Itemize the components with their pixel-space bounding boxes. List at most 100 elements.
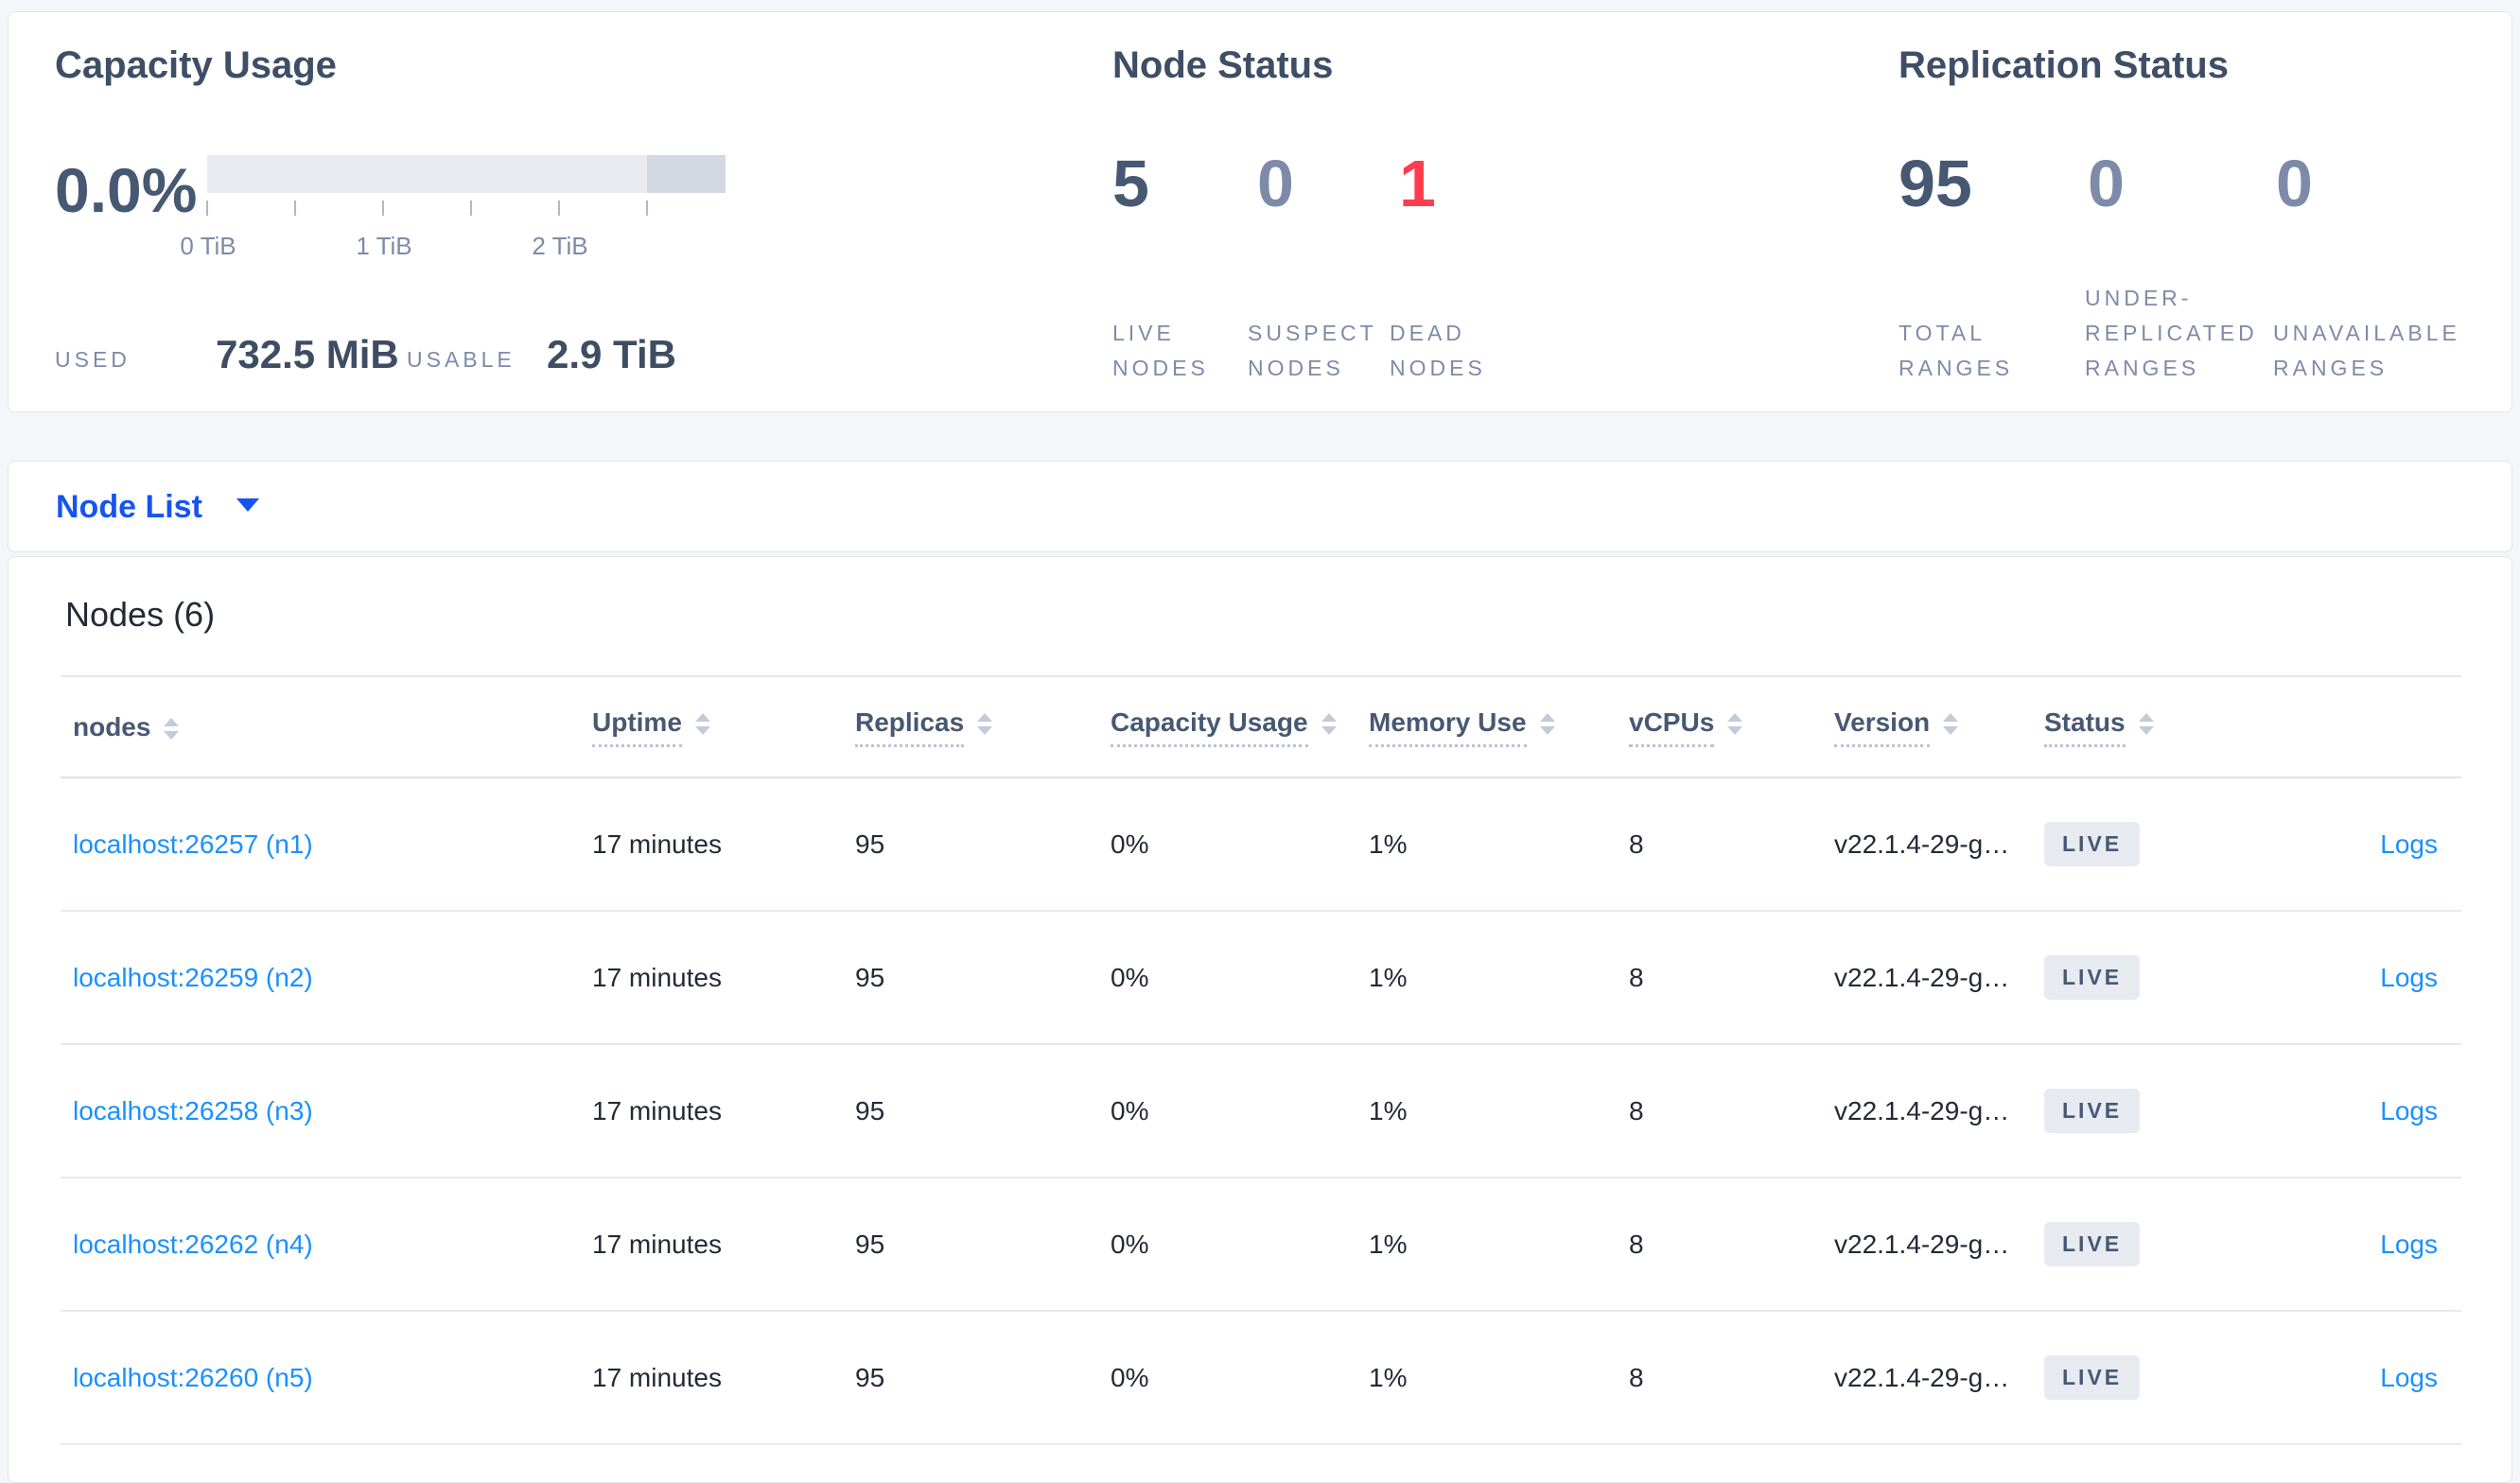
capacity-usage-cell: 0% xyxy=(1111,1311,1369,1445)
logs-cell: Logs xyxy=(2249,1311,2461,1445)
node-address-cell: localhost:26257 (n1) xyxy=(61,777,592,912)
status-badge: LIVE xyxy=(2044,1355,2141,1400)
node-row: localhost:26262 (n4) 17 minutes 95 0% 1%… xyxy=(61,1178,2461,1312)
logs-link[interactable]: Logs xyxy=(2380,962,2438,992)
logs-link[interactable]: Logs xyxy=(2380,1095,2438,1125)
column-header-replicas[interactable]: Replicas xyxy=(855,675,1111,778)
column-header-capacity-usage[interactable]: Capacity Usage xyxy=(1111,675,1369,778)
column-header-vcpus[interactable]: vCPUs xyxy=(1629,675,1834,778)
capacity-usage-title: Capacity Usage xyxy=(55,44,337,86)
node-status-title: Node Status xyxy=(1112,44,1334,86)
under-replicated-ranges-label: UNDER- REPLICATED RANGES xyxy=(2085,286,2258,380)
capacity-usage-cell: 0% xyxy=(1111,911,1369,1045)
node-address-link[interactable]: localhost:26262 (n4) xyxy=(73,1229,313,1259)
status-badge: LIVE xyxy=(2044,822,2141,866)
node-list-dropdown-label: Node List xyxy=(56,489,202,525)
replicas-cell: 95 xyxy=(855,1178,1111,1312)
node-address-link[interactable]: localhost:26260 (n5) xyxy=(73,1362,313,1392)
view-selector-bar: Node List xyxy=(8,461,2512,552)
status-cell: LIVE xyxy=(2044,1044,2249,1178)
replication-status-title: Replication Status xyxy=(1899,44,2229,86)
uptime-cell: 17 minutes xyxy=(592,911,855,1045)
logs-link[interactable]: Logs xyxy=(2380,1362,2438,1392)
cluster-summary-panel: Capacity Usage 0.0% 0 TiB 1 TiB 2 TiB US… xyxy=(8,11,2512,412)
memory-use-cell: 1% xyxy=(1369,911,1629,1045)
gauge-tick xyxy=(470,201,472,216)
memory-use-cell: 1% xyxy=(1369,777,1629,912)
gauge-tick xyxy=(206,201,208,216)
column-header-uptime[interactable]: Uptime xyxy=(592,675,855,778)
logs-link[interactable]: Logs xyxy=(2380,829,2438,859)
sort-icon xyxy=(1539,712,1555,735)
version-cell: v22.1.4-29-g… xyxy=(1834,777,2044,912)
sort-icon xyxy=(1321,712,1337,735)
status-badge: LIVE xyxy=(2044,1089,2141,1133)
vcpus-cell: 8 xyxy=(1629,911,1834,1045)
chevron-down-icon xyxy=(236,498,259,512)
sort-icon xyxy=(164,717,180,740)
node-list-panel: Nodes (6) nodes Uptime xyxy=(8,556,2512,1483)
capacity-gauge-dark-segment xyxy=(647,155,726,193)
usable-label: USABLE xyxy=(407,347,516,372)
node-row: localhost:26260 (n5) 17 minutes 95 0% 1%… xyxy=(61,1311,2461,1445)
replicas-cell: 95 xyxy=(855,1044,1111,1178)
sort-icon xyxy=(2138,712,2154,735)
version-cell: v22.1.4-29-g… xyxy=(1834,1178,2044,1312)
status-cell: LIVE xyxy=(2044,1178,2249,1312)
gauge-tick xyxy=(646,201,648,216)
vcpus-cell: 8 xyxy=(1629,1178,1834,1312)
node-address-cell: localhost:26260 (n5) xyxy=(61,1311,592,1445)
column-header-version[interactable]: Version xyxy=(1834,675,2044,778)
node-address-cell: localhost:26259 (n2) xyxy=(61,911,592,1045)
total-ranges-count: 95 xyxy=(1899,147,1972,220)
node-row: localhost:26259 (n2) 17 minutes 95 0% 1%… xyxy=(61,911,2461,1045)
uptime-cell: 17 minutes xyxy=(592,1044,855,1178)
sort-icon xyxy=(1943,712,1959,735)
unavailable-ranges-count: 0 xyxy=(2276,147,2313,220)
memory-use-cell: 1% xyxy=(1369,1044,1629,1178)
capacity-gauge-bar xyxy=(207,155,726,193)
nodes-table: nodes Uptime Replicas Capacity Usage Mem xyxy=(61,675,2461,1445)
table-header-row: nodes Uptime Replicas Capacity Usage Mem xyxy=(61,675,2461,778)
logs-link[interactable]: Logs xyxy=(2380,1229,2438,1259)
under-replicated-ranges-count: 0 xyxy=(2088,147,2125,220)
capacity-usage-cell: 0% xyxy=(1111,1178,1369,1312)
uptime-cell: 17 minutes xyxy=(592,1311,855,1445)
node-address-link[interactable]: localhost:26258 (n3) xyxy=(73,1095,313,1125)
usable-value: 2.9 TiB xyxy=(547,332,676,376)
column-header-nodes[interactable]: nodes xyxy=(61,675,592,778)
unavailable-ranges-label: UNAVAILABLE RANGES xyxy=(2273,321,2460,380)
suspect-nodes-label: SUSPECT NODES xyxy=(1248,321,1377,380)
logs-cell: Logs xyxy=(2249,777,2461,912)
status-cell: LIVE xyxy=(2044,1311,2249,1445)
gauge-tick-label: 1 TiB xyxy=(356,232,412,260)
uptime-cell: 17 minutes xyxy=(592,1178,855,1312)
status-badge: LIVE xyxy=(2044,955,2141,1000)
gauge-tick xyxy=(558,201,560,216)
vcpus-cell: 8 xyxy=(1629,1044,1834,1178)
logs-cell: Logs xyxy=(2249,911,2461,1045)
total-ranges-label: TOTAL RANGES xyxy=(1899,321,2014,380)
vcpus-cell: 8 xyxy=(1629,777,1834,912)
live-nodes-label: LIVE NODES xyxy=(1112,321,1209,380)
node-row: localhost:26257 (n1) 17 minutes 95 0% 1%… xyxy=(61,777,2461,912)
node-list-dropdown[interactable]: Node List xyxy=(56,462,259,553)
node-address-link[interactable]: localhost:26257 (n1) xyxy=(73,829,313,859)
memory-use-cell: 1% xyxy=(1369,1178,1629,1312)
node-address-link[interactable]: localhost:26259 (n2) xyxy=(73,962,313,992)
nodes-count-title: Nodes (6) xyxy=(65,595,216,634)
column-header-memory-use[interactable]: Memory Use xyxy=(1369,675,1629,778)
sort-icon xyxy=(1727,712,1743,735)
suspect-nodes-count: 0 xyxy=(1257,147,1294,220)
version-cell: v22.1.4-29-g… xyxy=(1834,1311,2044,1445)
cluster-overview-page: Capacity Usage 0.0% 0 TiB 1 TiB 2 TiB US… xyxy=(8,11,2512,1483)
status-badge: LIVE xyxy=(2044,1222,2141,1266)
dead-nodes-label: DEAD NODES xyxy=(1390,321,1486,380)
node-row: localhost:26258 (n3) 17 minutes 95 0% 1%… xyxy=(61,1044,2461,1178)
status-cell: LIVE xyxy=(2044,911,2249,1045)
node-address-cell: localhost:26258 (n3) xyxy=(61,1044,592,1178)
logs-cell: Logs xyxy=(2249,1178,2461,1312)
version-cell: v22.1.4-29-g… xyxy=(1834,911,2044,1045)
gauge-tick-label: 0 TiB xyxy=(180,232,236,260)
column-header-status[interactable]: Status xyxy=(2044,675,2249,778)
